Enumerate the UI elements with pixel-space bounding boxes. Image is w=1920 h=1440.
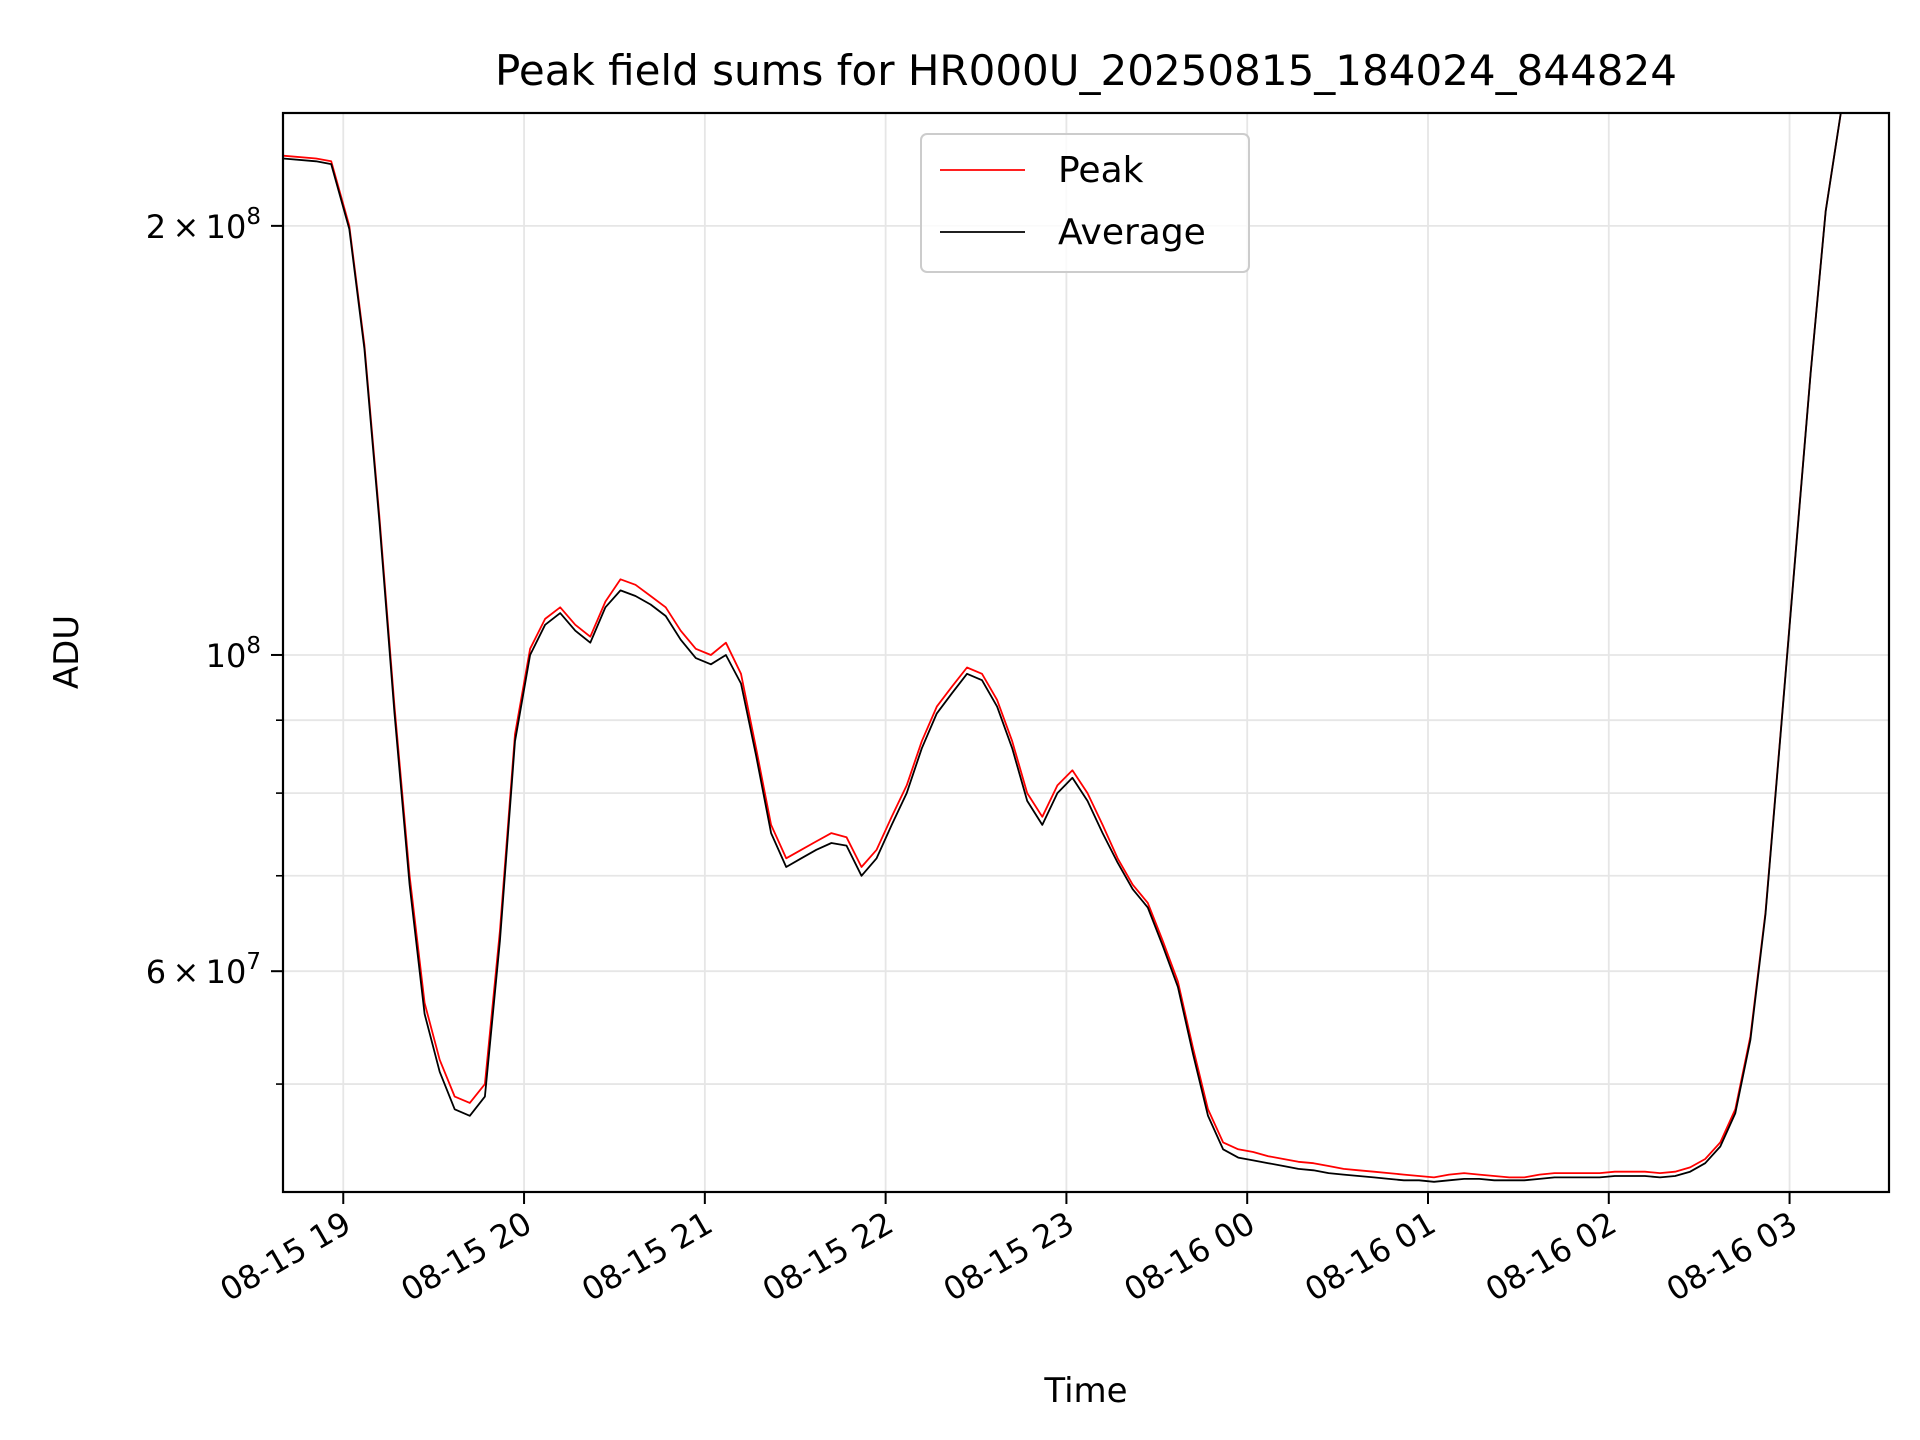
legend-label-peak: Peak xyxy=(1058,150,1144,191)
legend-box xyxy=(920,133,1250,273)
y-tick-label: 6 × 107 xyxy=(146,949,261,991)
chart-title: Peak field sums for HR000U_20250815_1840… xyxy=(495,46,1677,95)
series-line-average xyxy=(283,113,1842,1183)
y-tick-label: 108 xyxy=(206,633,261,675)
series-line-peak xyxy=(283,113,1842,1179)
y-axis: 6 × 107 108 2 × 108 xyxy=(146,204,283,1085)
grid-lines xyxy=(283,113,1889,1192)
x-axis-label: Time xyxy=(1043,1371,1127,1411)
y-axis-label: ADU xyxy=(47,615,87,689)
legend-label-average: Average xyxy=(1058,212,1206,253)
y-tick-label: 2 × 108 xyxy=(146,204,261,246)
plot-frame xyxy=(281,111,1891,1194)
series-layer xyxy=(283,113,1842,1183)
legend: Peak Average xyxy=(920,133,1250,273)
